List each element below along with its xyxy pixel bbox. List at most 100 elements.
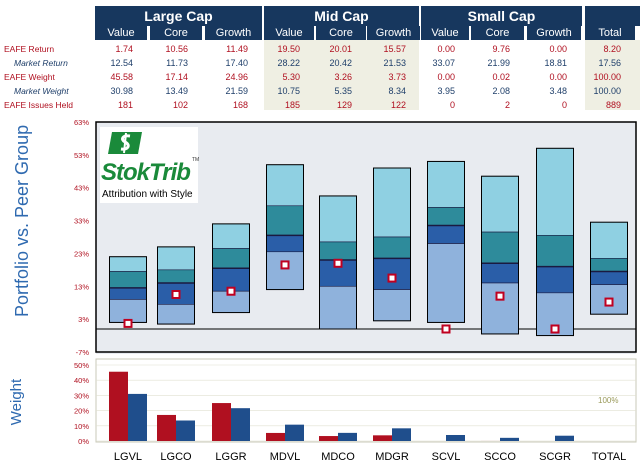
stoktrib-logo: StokTrib TM Attribution with Style	[100, 127, 199, 203]
percentile-band	[109, 256, 147, 272]
table-cell: 168	[232, 100, 248, 110]
table-cell: 0.00	[549, 44, 567, 54]
percentile-band	[266, 164, 304, 207]
eafe-weight-bar	[319, 436, 338, 441]
percentile-band	[373, 289, 411, 322]
box-outline	[481, 175, 519, 335]
table-cell: 5.30	[282, 72, 300, 82]
market-weight-bar	[446, 434, 465, 441]
percentile-band	[427, 225, 465, 244]
percentile-band	[427, 161, 465, 208]
table-cell: 0.00	[437, 44, 455, 54]
group-header: Large Cap	[95, 6, 262, 26]
market-weight-bar	[285, 424, 304, 441]
box-outline	[373, 167, 411, 322]
eafe-weight-bar	[373, 435, 392, 441]
logo-tagline: Attribution with Style	[102, 189, 193, 200]
portfolio-marker	[226, 286, 236, 296]
table-cell: 3.26	[334, 72, 352, 82]
category-label: MDCO	[321, 451, 355, 463]
percentile-band	[590, 271, 628, 285]
category-label: SCCO	[484, 451, 516, 463]
row-label: EAFE Return	[4, 44, 55, 54]
group-header: Small Cap	[421, 6, 582, 26]
row-label: EAFE Issues Held	[4, 100, 73, 110]
portfolio-marker	[550, 324, 560, 334]
percentile-band	[319, 285, 357, 330]
portfolio-marker	[387, 273, 397, 283]
main-y-tick-label: 43%	[74, 184, 89, 193]
percentile-band	[373, 236, 411, 259]
category-label: LGGR	[215, 451, 246, 463]
table-cell: 102	[172, 100, 188, 110]
box-outline	[266, 164, 304, 291]
percentile-band	[536, 147, 574, 236]
portfolio-marker	[280, 260, 290, 270]
category-label: LGCO	[160, 451, 192, 463]
weight-y-tick-label: 20%	[74, 407, 89, 416]
table-cell: 17.40	[225, 58, 248, 68]
column-header: Core	[471, 26, 524, 40]
market-weight-bar	[338, 432, 357, 441]
table-cell: 122	[390, 100, 406, 110]
box-outline	[319, 195, 357, 330]
percentile-band	[481, 282, 519, 335]
box-outline	[590, 221, 628, 315]
table-cell: 18.81	[544, 58, 567, 68]
box-outline	[157, 246, 195, 325]
percentile-band	[481, 175, 519, 233]
main-y-tick-label: 23%	[74, 249, 89, 258]
column-header: Growth	[205, 26, 262, 40]
table-cell: 17.14	[165, 72, 188, 82]
row-label: Market Weight	[14, 86, 69, 96]
eafe-weight-bar	[109, 371, 128, 441]
eafe-weight-bar	[157, 414, 176, 441]
percentile-band	[536, 266, 574, 294]
portfolio-marker	[123, 318, 133, 328]
column-header: Growth	[367, 26, 420, 40]
table-cell: 12.54	[110, 58, 133, 68]
percentile-band	[266, 205, 304, 236]
percentile-band	[319, 241, 357, 261]
box-outline	[536, 147, 574, 337]
portfolio-marker	[495, 291, 505, 301]
market-weight-bar	[176, 420, 195, 441]
column-stripe	[585, 40, 640, 110]
weight-y-tick-label: 10%	[74, 422, 89, 431]
table-cell: 3.48	[549, 86, 567, 96]
main-y-tick-label: 63%	[74, 118, 89, 127]
market-weight-bar	[500, 437, 519, 441]
main-y-tick-label: 33%	[74, 217, 89, 226]
percentile-band	[373, 167, 411, 238]
table-cell: 2.08	[492, 86, 510, 96]
main-y-tick-label: 13%	[74, 282, 89, 291]
eafe-weight-bar	[212, 403, 231, 441]
portfolio-marker	[333, 258, 343, 268]
category-label: SCVL	[432, 451, 461, 463]
market-weight-bar	[392, 428, 411, 441]
percentile-band	[590, 221, 628, 259]
percentile-band	[481, 262, 519, 284]
percentile-band	[536, 235, 574, 267]
group-header-filler	[585, 6, 640, 26]
eafe-weight-bar	[266, 432, 285, 441]
group-header: Mid Cap	[264, 6, 419, 26]
table-cell: 2	[504, 100, 510, 110]
category-label: LGVL	[114, 451, 142, 463]
percentile-band	[427, 207, 465, 226]
category-label: SCGR	[539, 451, 571, 463]
summary-table: Large Cap Mid Cap Small Cap Value Core Growth…	[0, 0, 640, 114]
logo-name: StokTrib	[101, 159, 191, 186]
market-weight-bar	[231, 408, 250, 441]
column-header: Value	[95, 26, 147, 40]
column-header: Total	[585, 26, 635, 40]
table-cell: 0.00	[549, 72, 567, 82]
column-header: Value	[421, 26, 469, 40]
market-weight-bar	[128, 393, 147, 441]
percentile-band	[319, 195, 357, 243]
table-cell: 10.75	[277, 86, 300, 96]
percentile-band	[590, 258, 628, 272]
row-label: Market Return	[14, 58, 68, 68]
percentile-band	[212, 248, 250, 269]
percentile-band	[212, 223, 250, 249]
